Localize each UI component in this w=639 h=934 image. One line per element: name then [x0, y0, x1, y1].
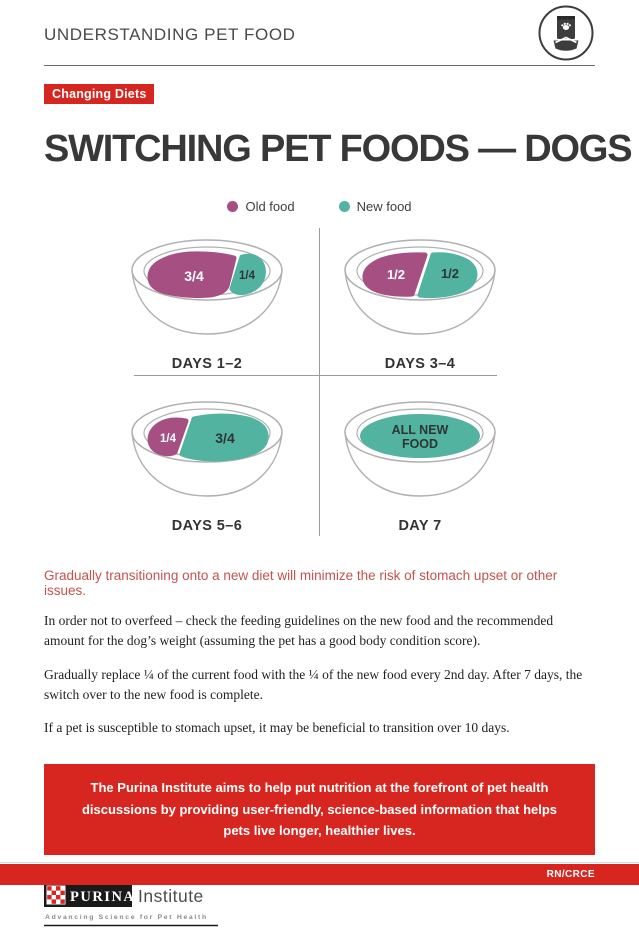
bowl-caption: DAYS 1–2 — [171, 356, 243, 372]
bowl-day-7: ALL NEW FOOD DAY 7 — [335, 396, 505, 534]
bowl-caption: DAY 7 — [398, 518, 442, 534]
page-header: UNDERSTANDING PET FOOD — [44, 4, 595, 67]
new-food-label: New food — [356, 199, 412, 214]
header-divider — [44, 65, 595, 66]
logo-suffix-text: Institute — [138, 886, 204, 906]
bottom-hairline — [0, 862, 639, 863]
purina-checkerboard-icon — [46, 885, 66, 905]
legend-item-old-food: Old food — [227, 199, 295, 214]
section-badge: Changing Diets — [44, 84, 155, 104]
new-portion-label-line1: ALL NEW — [392, 423, 449, 437]
bowl-days-3-4: 1/2 1/2 DAYS 3–4 — [335, 234, 505, 372]
header-title: UNDERSTANDING PET FOOD — [44, 25, 296, 44]
new-portion-label-line2: FOOD — [402, 437, 438, 451]
bowl-days-3-4-graphic: 1/2 1/2 — [344, 239, 496, 335]
logo-tagline: Advancing Science for Pet Health — [45, 914, 208, 921]
new-food-swatch — [338, 201, 350, 212]
bowl-days-5-6-graphic: 1/4 3/4 — [131, 401, 283, 497]
legend-item-new-food: New food — [338, 199, 412, 214]
old-portion-label: 1/4 — [160, 433, 177, 445]
purina-institute-logo: PURINA Institute Advancing Science for P… — [44, 882, 595, 934]
bowl-caption: DAYS 3–4 — [384, 356, 456, 372]
new-portion-label: 3/4 — [215, 430, 235, 446]
body-paragraph: Gradually replace ¼ of the current food … — [44, 666, 583, 702]
old-portion-label: 1/2 — [387, 267, 405, 282]
logo-brand-text: PURINA — [70, 889, 135, 905]
body-paragraph: In order not to overfeed – check the fee… — [44, 613, 554, 649]
bottom-red-bar: RN/CRCE — [0, 864, 639, 885]
transition-diagram: 3/4 1/4 DAYS 1–2 1/2 1/2 DAYS 3–4 — [44, 224, 595, 546]
old-food-label: Old food — [245, 199, 295, 214]
bowl-days-1-2: 3/4 1/4 DAYS 1–2 — [122, 234, 292, 372]
bowl-day-7-graphic: ALL NEW FOOD — [344, 401, 496, 497]
diagram-vertical-divider — [319, 228, 320, 536]
old-portion-label: 3/4 — [184, 268, 204, 284]
highlight-sentence: Gradually transitioning onto a new diet … — [44, 568, 558, 598]
new-portion-label: 1/2 — [441, 266, 459, 281]
bowl-days-1-2-graphic: 3/4 1/4 — [131, 239, 283, 335]
diagram-horizontal-divider — [134, 375, 497, 376]
document-code: RN/CRCE — [546, 869, 595, 880]
legend: Old food New food — [44, 199, 595, 214]
new-portion-label: 1/4 — [239, 270, 256, 282]
bowl-days-5-6: 1/4 3/4 DAYS 5–6 — [122, 396, 292, 534]
old-food-swatch — [227, 201, 239, 212]
body-paragraph: If a pet is susceptible to stomach upset… — [44, 720, 510, 735]
purina-institute-callout: The Purina Institute aims to help put nu… — [44, 764, 595, 855]
page-title: SWITCHING PET FOODS — DOGS — [44, 128, 633, 170]
bowl-caption: DAYS 5–6 — [171, 518, 243, 534]
pet-food-icon — [537, 4, 595, 67]
